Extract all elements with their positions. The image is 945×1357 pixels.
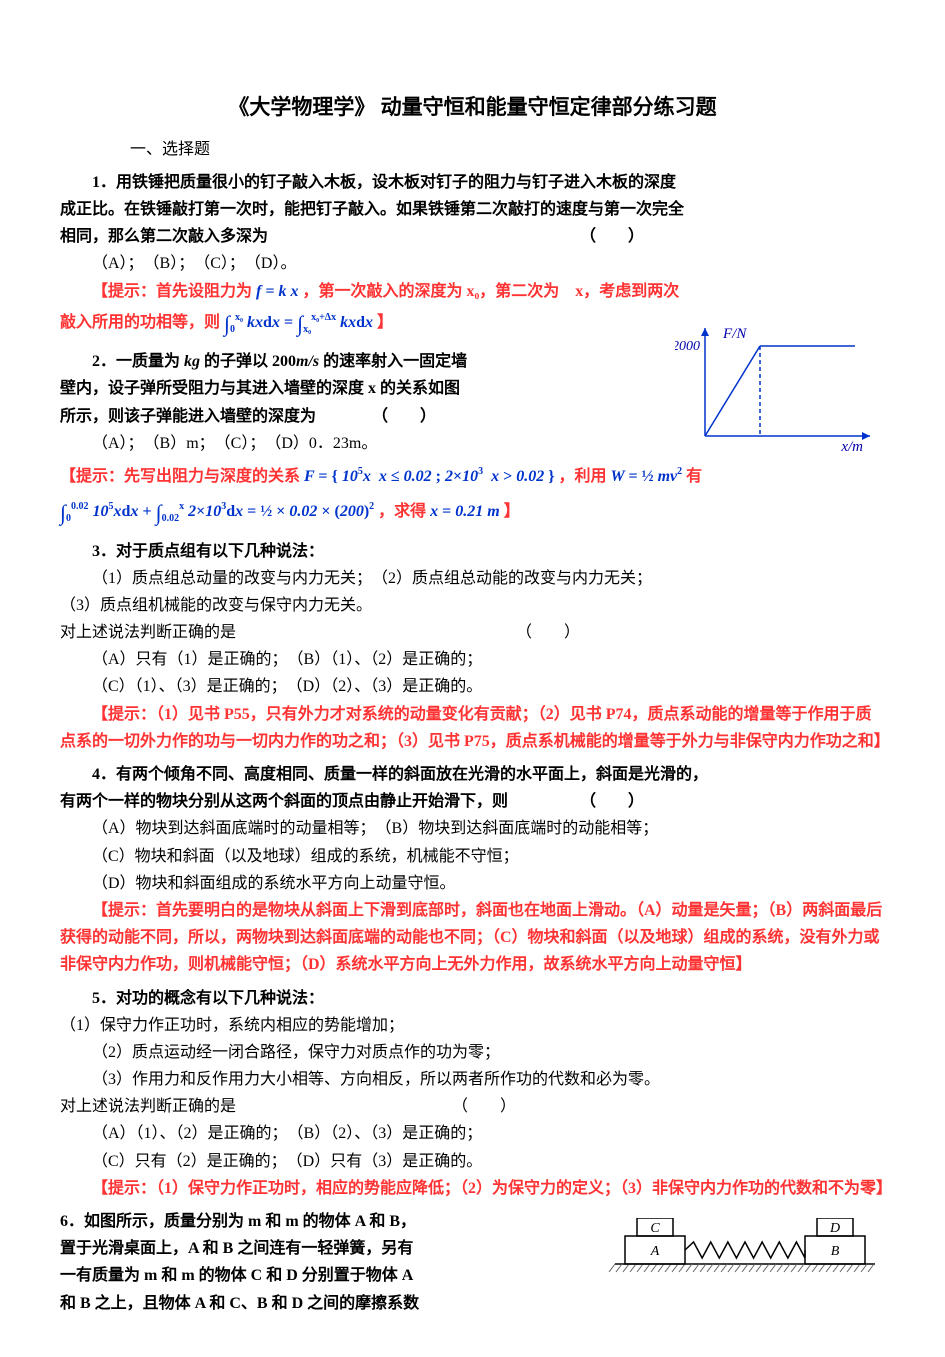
q2-formula-4: x = 0.21 m	[430, 503, 500, 520]
q2-h2a: ，求得	[378, 503, 426, 520]
q5-opts-ab: （A）（1）、（2）是正确的； （B）（2）、（3）是正确的；	[60, 1120, 885, 1147]
q1-stem-1: 1．用铁锤把质量很小的钉子敲入木板，设木板对钉子的阻力与钉子进入木板的深度	[60, 169, 885, 196]
q2-h2b: 】	[504, 503, 520, 520]
q3-s1: （1）质点组总动量的改变与内力无关； （2）质点组总动能的改变与内力无关；	[60, 565, 885, 592]
q1-formula-2: ∫0x₀ kxdx = ∫x₀x₀+Δx kxdx	[224, 314, 377, 331]
page-title: 《大学物理学》 动量守恒和能量守恒定律部分练习题	[60, 90, 885, 126]
q2-stem-3: 所示，则该子弹能进入墙壁的深度为 （ ）	[60, 403, 620, 430]
q2-s1a: 2．一质量为	[92, 353, 184, 370]
q3-s3: （3）质点组机械能的改变与保守内力无关。	[60, 592, 885, 619]
svg-text:B: B	[831, 1244, 840, 1259]
q3-opts-ab: （A）只有（1）是正确的； （B）（1）、（2）是正确的；	[60, 646, 885, 673]
q2-s1e: 的速率射入一固定墙	[319, 353, 467, 370]
q2-h1a: 【提示：先写出阻力与深度的关系	[60, 468, 304, 485]
question-6: AC BD 6．如图所示，质量分别为 m 和 m 的物体 A 和 B， 置于光滑桌…	[60, 1208, 885, 1317]
q5-opts-cd: （C）只有（2）是正确的； （D）只有（3）是正确的。	[60, 1148, 885, 1175]
q5-s3: （3）作用力和反作用力大小相等、方向相反，所以两者所作功的代数和必为零。	[60, 1066, 885, 1093]
q1-hint-mid: ，第一次敲入的深度为 x₀，第二次为 x，考虑到两次	[302, 283, 679, 300]
q3-judge: 对上述说法判断正确的是 （ ）	[60, 619, 885, 646]
q1-hint-pre: 【提示：首先设阻力为	[92, 283, 252, 300]
question-1: 1．用铁锤把质量很小的钉子敲入木板，设木板对钉子的阻力与钉子进入木板的深度 成正…	[60, 169, 885, 342]
q6-l4: 和 B 之上，且物体 A 和 C、B 和 D 之间的摩擦系数	[60, 1290, 560, 1317]
q1-hint-suf: 】	[377, 314, 393, 331]
q1-hint-1: 【提示：首先设阻力为 f = k x ，第一次敲入的深度为 x₀，第二次为 x，…	[60, 278, 885, 305]
q2-s1d: m/s	[296, 353, 319, 370]
q5-hint: 【提示：（1）保守力作正功时，相应的势能应降低；（2）为保守力的定义；（3）非保…	[60, 1175, 885, 1202]
q1-formula-1: f = k x	[256, 283, 298, 300]
q4-opt-c: （C）物块和斜面（以及地球）组成的系统，机械能不守恒；	[60, 843, 885, 870]
q2-stem-1: 2．一质量为 kg 的子弹以 200m/s 的速率射入一固定墙	[60, 348, 620, 375]
q2-h1b: ，利用	[559, 468, 611, 485]
q3-stem: 3．对于质点组有以下几种说法：	[60, 538, 885, 565]
question-3: 3．对于质点组有以下几种说法： （1）质点组总动量的改变与内力无关； （2）质点…	[60, 538, 885, 756]
svg-text:x/m: x/m	[840, 439, 863, 453]
q6-l1: 6．如图所示，质量分别为 m 和 m 的物体 A 和 B，	[60, 1208, 560, 1235]
q2-chart: F/N x/m 2000	[675, 318, 885, 462]
q4-hint: 【提示：首先要明白的是物块从斜面上下滑到底部时，斜面也在地面上滑动。（A）动量是…	[60, 897, 885, 979]
svg-text:D: D	[829, 1221, 840, 1236]
q3-hint: 【提示：（1）见书 P55，只有外力才对系统的动量变化有贡献；（2）见书 P74…	[60, 701, 885, 755]
svg-text:A: A	[650, 1244, 660, 1259]
q1-options: （A）； （B）； （C）； （D）。	[60, 250, 885, 277]
q6-l3: 一有质量为 m 和 m 的物体 C 和 D 分别置于物体 A	[60, 1262, 560, 1289]
svg-text:C: C	[650, 1221, 660, 1236]
q2-s1b: kg	[184, 353, 200, 370]
q3-opts-cd: （C）（1）、（3）是正确的； （D）（2）、（3）是正确的。	[60, 673, 885, 700]
q5-stem: 5．对功的概念有以下几种说法：	[60, 985, 885, 1012]
q2-formula-1: F = { 105x x ≤ 0.02 ; 2×103 x > 0.02 }	[304, 468, 558, 485]
question-2: F/Nx/m2000 2．一质量为 kg 的子弹以 200m/s 的速率射入一固…	[60, 348, 885, 531]
q4-opt-d: （D）物块和斜面组成的系统水平方向上动量守恒。	[60, 870, 885, 897]
section-heading: 一、选择题	[130, 136, 885, 163]
q2-formula-3: ∫00.02 105xdx + ∫0.02x 2×103dx = ½ × 0.0…	[60, 503, 378, 520]
q2-hint-2: ∫00.02 105xdx + ∫0.02x 2×103dx = ½ × 0.0…	[60, 494, 885, 531]
svg-text:F/N: F/N	[722, 326, 747, 342]
q2-h1c: 有	[686, 468, 702, 485]
q2-stem-2: 壁内，设子弹所受阻力与其进入墙壁的深度 x 的关系如图	[60, 375, 620, 402]
q5-judge: 对上述说法判断正确的是 （ ）	[60, 1093, 885, 1120]
q4-opt-a: （A）物块到达斜面底端时的动量相等； （B）物块到达斜面底端时的动能相等；	[60, 815, 885, 842]
svg-text:2000: 2000	[675, 339, 700, 354]
q5-s1: （1）保守力作正功时，系统内相应的势能增加；	[60, 1012, 885, 1039]
q2-hint-1: 【提示：先写出阻力与深度的关系 F = { 105x x ≤ 0.02 ; 2×…	[60, 463, 885, 490]
q1-stem-2: 成正比。在铁锤敲打第一次时，能把钉子敲入。如果铁锤第二次敲打的速度与第一次完全	[60, 196, 885, 223]
q6-l2: 置于光滑桌面上，A 和 B 之间连有一轻弹簧，另有	[60, 1235, 560, 1262]
q1-hint-l2pre: 敲入所用的功相等，则	[60, 314, 220, 331]
q5-s2: （2）质点运动经一闭合路径，保守力对质点作的功为零；	[60, 1039, 885, 1066]
q4-stem-1: 4．有两个倾角不同、高度相同、质量一样的斜面放在光滑的水平面上，斜面是光滑的，	[60, 761, 885, 788]
q4-stem-2: 有两个一样的物块分别从这两个斜面的顶点由静止开始滑下，则 （ ）	[60, 788, 885, 815]
q1-stem-3: 相同，那么第二次敲入多深为 （ ）	[60, 223, 885, 250]
question-4: 4．有两个倾角不同、高度相同、质量一样的斜面放在光滑的水平面上，斜面是光滑的， …	[60, 761, 885, 979]
q2-s1c: 的子弹以 200	[200, 353, 296, 370]
q2-formula-2: W = ½ mv2	[611, 468, 683, 485]
q6-diagram: AC BD	[605, 1218, 885, 1292]
question-5: 5．对功的概念有以下几种说法： （1）保守力作正功时，系统内相应的势能增加； （…	[60, 985, 885, 1203]
